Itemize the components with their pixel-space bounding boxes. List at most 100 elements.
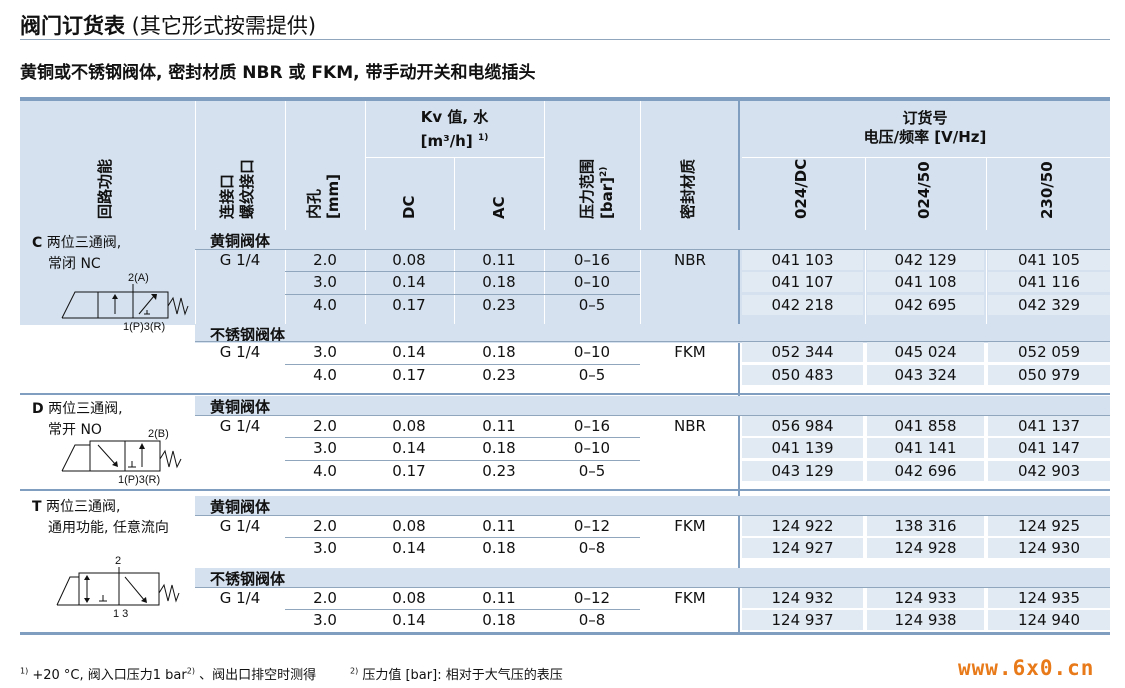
order-number-cell: 042 218 bbox=[742, 295, 863, 315]
order-number-cell: 042 696 bbox=[867, 461, 984, 481]
footnote-1: 1) +20 °C, 阀入口压力1 bar2) 、阀出口排空时测得 bbox=[20, 666, 317, 683]
order-number-cell: 041 139 bbox=[742, 438, 863, 458]
order-number-cell: 042 903 bbox=[988, 461, 1110, 481]
material-label: 黄铜阀体 bbox=[210, 398, 271, 416]
value-cell-p: 0–5 bbox=[578, 296, 606, 314]
order-number-cell: 041 137 bbox=[988, 416, 1110, 436]
row-rule bbox=[285, 437, 640, 438]
header-port-line2: 螺纹接口 bbox=[238, 158, 256, 219]
order-number-cell: 041 116 bbox=[988, 272, 1110, 292]
order-number-cell: 042 329 bbox=[988, 295, 1110, 315]
header-seal: 密封材质 bbox=[679, 158, 697, 219]
value-cell-p: 0–16 bbox=[573, 417, 611, 435]
value-cell-p: 0–5 bbox=[578, 366, 606, 384]
svg-text:1(P)3(R): 1(P)3(R) bbox=[123, 321, 165, 333]
order-number-cell: 050 483 bbox=[742, 365, 863, 385]
value-cell-p: 0–12 bbox=[573, 517, 611, 535]
value-cell-bore: 4.0 bbox=[313, 462, 337, 480]
material-band bbox=[195, 568, 1110, 587]
row-rule bbox=[195, 341, 1110, 342]
header-pressure-line2: [bar]2) bbox=[598, 166, 616, 219]
value-cell-bore: 2.0 bbox=[313, 589, 337, 607]
header-ac: AC bbox=[490, 196, 508, 219]
row-rule bbox=[195, 415, 1110, 416]
row-rule bbox=[285, 364, 640, 365]
material-band bbox=[195, 230, 1110, 249]
order-number-cell: 041 107 bbox=[742, 272, 863, 292]
function-d: D 两位三通阀, 常开 NO bbox=[32, 401, 123, 438]
seal-cell: NBR bbox=[674, 417, 706, 435]
order-number-cell: 042 129 bbox=[867, 250, 984, 270]
valve-order-table: 回路功能 连接口 螺纹接口 内孔 [mm] Kv 值, 水 [m³/h] 1) … bbox=[20, 97, 1110, 635]
value-cell-ac: 0.18 bbox=[482, 273, 516, 291]
order-number-cell: 050 979 bbox=[988, 365, 1110, 385]
value-cell-bore: 2.0 bbox=[313, 517, 337, 535]
value-cell-ac: 0.18 bbox=[482, 611, 516, 629]
svg-text:2(B): 2(B) bbox=[148, 428, 169, 440]
svg-text:1(P)3(R): 1(P)3(R) bbox=[118, 474, 160, 486]
port-cell: G 1/4 bbox=[219, 517, 261, 535]
header-port-line1: 连接口 bbox=[218, 173, 236, 219]
function-t: T 两位三通阀, 通用功能, 任意流向 bbox=[32, 499, 169, 536]
header-circuit: 回路功能 bbox=[96, 158, 114, 219]
value-cell-ac: 0.18 bbox=[482, 539, 516, 557]
row-rule bbox=[285, 609, 640, 610]
value-cell-p: 0–10 bbox=[573, 273, 611, 291]
header-order-line1: 订货号 bbox=[902, 109, 948, 127]
order-number-cell: 043 129 bbox=[742, 461, 863, 481]
title-divider bbox=[20, 39, 1110, 40]
port-cell: G 1/4 bbox=[219, 251, 261, 269]
value-cell-dc: 0.08 bbox=[392, 517, 426, 535]
row-rule bbox=[195, 587, 1110, 588]
header-voltage-1: 024/DC bbox=[792, 158, 810, 219]
header-voltage-2: 024/50 bbox=[915, 161, 933, 219]
valve-symbol-t: 2 1 3 bbox=[56, 555, 180, 619]
material-band bbox=[195, 496, 1110, 515]
value-cell-dc: 0.08 bbox=[392, 589, 426, 607]
order-number-cell: 138 316 bbox=[867, 516, 984, 536]
value-cell-p: 0–10 bbox=[573, 343, 611, 361]
value-cell-bore: 2.0 bbox=[313, 251, 337, 269]
header-bore-line1: 内孔 bbox=[305, 188, 323, 219]
value-cell-bore: 2.0 bbox=[313, 417, 337, 435]
watermark: www.6x0.cn bbox=[958, 656, 1095, 680]
port-cell: G 1/4 bbox=[219, 417, 261, 435]
order-number-cell: 124 938 bbox=[867, 610, 984, 630]
value-cell-ac: 0.23 bbox=[482, 296, 516, 314]
value-cell-dc: 0.14 bbox=[392, 539, 426, 557]
value-cell-dc: 0.14 bbox=[392, 273, 426, 291]
order-number-cell: 056 984 bbox=[742, 416, 863, 436]
order-number-cell: 041 141 bbox=[867, 438, 984, 458]
order-number-cell: 124 933 bbox=[867, 588, 984, 608]
value-cell-ac: 0.18 bbox=[482, 439, 516, 457]
value-cell-dc: 0.14 bbox=[392, 343, 426, 361]
svg-text:2(A): 2(A) bbox=[128, 272, 149, 284]
row-rule bbox=[285, 294, 640, 295]
table-top-rule bbox=[20, 97, 1110, 101]
row-rule bbox=[285, 460, 640, 461]
order-number-cell: 124 925 bbox=[988, 516, 1110, 536]
order-number-cell: 041 858 bbox=[867, 416, 984, 436]
order-number-cell: 124 937 bbox=[742, 610, 863, 630]
order-number-cell: 041 108 bbox=[867, 272, 984, 292]
order-number-cell: 124 940 bbox=[988, 610, 1110, 630]
value-cell-bore: 3.0 bbox=[313, 539, 337, 557]
header-kv-line2: [m³/h] 1) bbox=[420, 132, 489, 150]
header-order-line2: 电压/频率 [V/Hz] bbox=[863, 128, 987, 146]
valve-symbol-d: 2(B) 1(P)3(R) bbox=[61, 428, 182, 486]
order-number-cell: 124 935 bbox=[988, 588, 1110, 608]
value-cell-p: 0–12 bbox=[573, 589, 611, 607]
value-cell-ac: 0.11 bbox=[482, 517, 516, 535]
order-number-cell: 043 324 bbox=[867, 365, 984, 385]
svg-text:1 3: 1 3 bbox=[113, 608, 128, 619]
value-cell-dc: 0.14 bbox=[392, 611, 426, 629]
valve-symbol-c: 2(A) 1(P)3(R) bbox=[61, 272, 189, 333]
seal-cell: FKM bbox=[674, 343, 706, 361]
value-cell-p: 0–8 bbox=[578, 539, 606, 557]
row-rule bbox=[195, 249, 1110, 250]
order-number-cell: 042 695 bbox=[867, 295, 984, 315]
value-cell-dc: 0.08 bbox=[392, 251, 426, 269]
header-kv-line1: Kv 值, 水 bbox=[420, 108, 489, 126]
order-number-cell: 045 024 bbox=[867, 342, 984, 362]
order-number-cell: 052 344 bbox=[742, 342, 863, 362]
